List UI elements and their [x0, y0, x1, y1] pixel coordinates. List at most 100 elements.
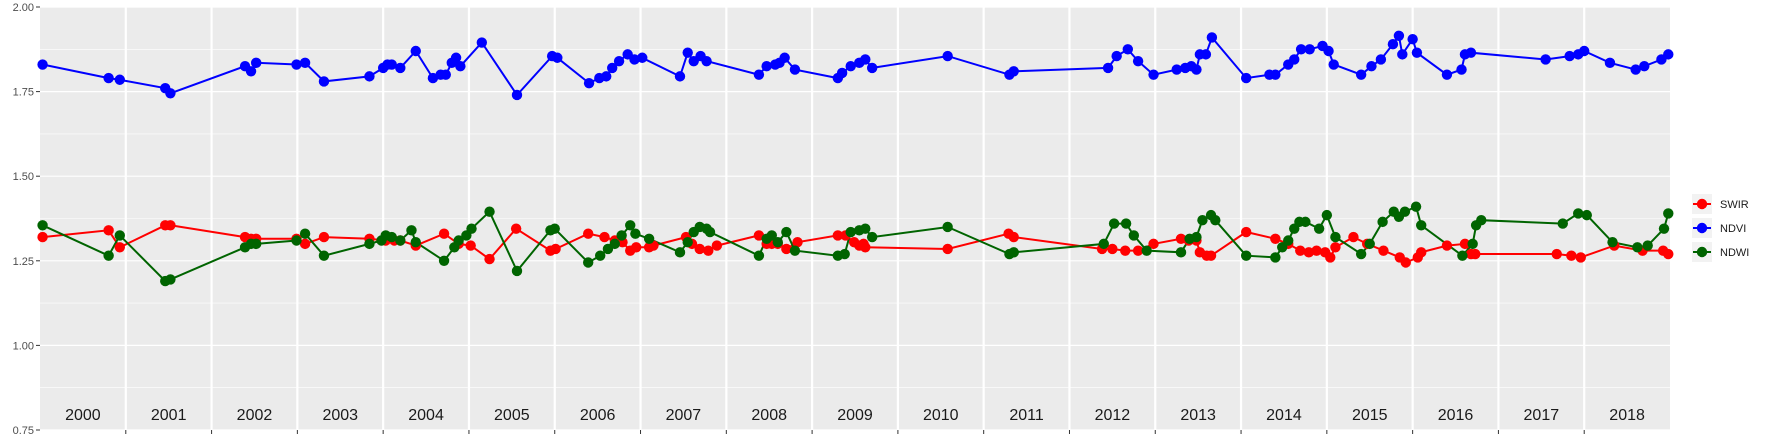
data-point-ndwi — [395, 235, 406, 246]
data-point-ndwi — [318, 250, 330, 261]
data-point-ndvi — [395, 62, 406, 74]
data-point-ndvi — [245, 66, 257, 77]
data-point-ndwi — [549, 223, 560, 234]
data-point-ndwi — [37, 220, 48, 231]
data-point-ndwi — [772, 236, 783, 248]
data-point-ndvi — [364, 71, 375, 82]
data-point-swir — [1459, 238, 1471, 250]
data-point-ndvi — [845, 61, 856, 72]
year-label: 2012 — [1095, 407, 1131, 424]
data-point-ndwi — [1410, 201, 1422, 212]
data-point-ndwi — [1313, 223, 1325, 234]
data-point-ndvi — [1564, 50, 1575, 62]
data-point-ndvi — [701, 55, 712, 67]
data-point-swir — [114, 242, 125, 253]
data-point-swir — [1120, 245, 1131, 256]
data-point-ndvi — [1579, 45, 1590, 57]
data-point-ndvi — [860, 54, 871, 65]
data-point-ndwi — [753, 250, 765, 261]
year-label: 2014 — [1266, 407, 1302, 424]
data-point-ndwi — [789, 245, 801, 256]
data-point-ndvi — [1411, 47, 1423, 58]
data-point-ndwi — [643, 233, 655, 245]
data-point-ndvi — [410, 45, 421, 57]
data-point-ndwi — [1632, 242, 1643, 253]
y-tick-label: 1.75 — [13, 87, 34, 99]
data-point-ndwi — [484, 206, 495, 217]
data-point-ndwi — [1175, 247, 1187, 258]
data-point-ndvi — [761, 61, 772, 72]
data-point-ndwi — [364, 238, 375, 250]
data-point-ndvi — [613, 55, 625, 67]
y-tick-label: 0.75 — [13, 425, 34, 437]
year-label: 2005 — [494, 407, 530, 424]
data-point-swir — [781, 243, 792, 255]
year-label: 2011 — [1009, 407, 1044, 424]
data-point-swir — [1107, 243, 1118, 255]
data-point-ndwi — [595, 250, 606, 261]
data-point-ndwi — [291, 235, 302, 246]
data-point-ndvi — [1397, 49, 1408, 60]
y-tick-label: 1.50 — [13, 171, 34, 183]
data-point-swir — [1311, 245, 1322, 256]
data-point-ndwi — [839, 248, 850, 260]
data-point-ndvi — [1191, 64, 1202, 75]
data-point-ndwi — [674, 247, 686, 258]
data-point-ndvi — [1008, 66, 1019, 77]
data-point-ndvi — [1270, 69, 1281, 80]
data-point-ndvi — [291, 59, 302, 70]
year-label: 2006 — [580, 407, 616, 424]
data-point-ndvi — [1387, 39, 1399, 50]
data-point-ndvi — [1663, 49, 1674, 60]
data-point-ndwi — [1321, 209, 1333, 221]
data-point-ndwi — [410, 236, 421, 248]
data-point-ndvi — [552, 52, 563, 63]
data-point-ndvi — [1639, 61, 1650, 72]
data-point-ndvi — [114, 74, 125, 85]
year-label: 2004 — [408, 407, 444, 424]
data-point-swir — [299, 238, 311, 250]
data-point-ndwi — [1457, 250, 1468, 261]
data-point-ndvi — [1102, 62, 1114, 74]
year-label: 2013 — [1180, 407, 1216, 424]
data-point-ndvi — [511, 89, 523, 101]
legend-key-point-ndvi — [1696, 222, 1708, 234]
year-label: 2007 — [666, 407, 702, 424]
data-point-swir — [1441, 240, 1453, 251]
year-label: 2008 — [751, 407, 787, 424]
legend-key-point-swir — [1696, 198, 1708, 210]
data-point-ndvi — [637, 52, 648, 63]
data-point-ndvi — [1393, 30, 1405, 41]
data-point-ndwi — [1581, 209, 1592, 221]
data-point-ndvi — [1132, 55, 1144, 67]
data-point-ndwi — [1283, 235, 1294, 246]
data-point-ndvi — [753, 69, 765, 80]
data-point-ndwi — [1197, 214, 1208, 226]
data-point-ndwi — [1416, 220, 1427, 231]
data-point-ndwi — [466, 223, 477, 234]
data-point-swir — [1175, 233, 1187, 245]
data-point-swir — [1400, 257, 1411, 268]
data-point-swir — [711, 240, 723, 251]
data-point-ndwi — [406, 225, 417, 236]
data-point-swir — [942, 243, 953, 255]
data-point-ndwi — [1573, 208, 1584, 219]
data-point-ndwi — [1467, 238, 1478, 250]
data-point-ndwi — [1108, 218, 1120, 229]
data-point-ndvi — [1355, 69, 1367, 80]
data-point-swir — [703, 245, 714, 256]
data-point-ndvi — [250, 57, 262, 69]
year-label: 2002 — [237, 407, 273, 424]
y-tick-label: 1.25 — [13, 256, 34, 268]
data-point-ndvi — [165, 88, 176, 99]
data-point-ndwi — [1658, 223, 1670, 234]
data-point-swir — [1325, 252, 1336, 263]
data-point-ndvi — [789, 64, 801, 75]
data-point-swir — [1470, 248, 1481, 260]
data-point-swir — [1295, 245, 1306, 256]
data-point-ndvi — [607, 62, 618, 74]
data-point-ndvi — [1375, 54, 1387, 65]
data-point-ndvi — [450, 52, 462, 63]
y-tick-label: 2.00 — [13, 2, 34, 14]
data-point-swir — [1132, 245, 1144, 256]
